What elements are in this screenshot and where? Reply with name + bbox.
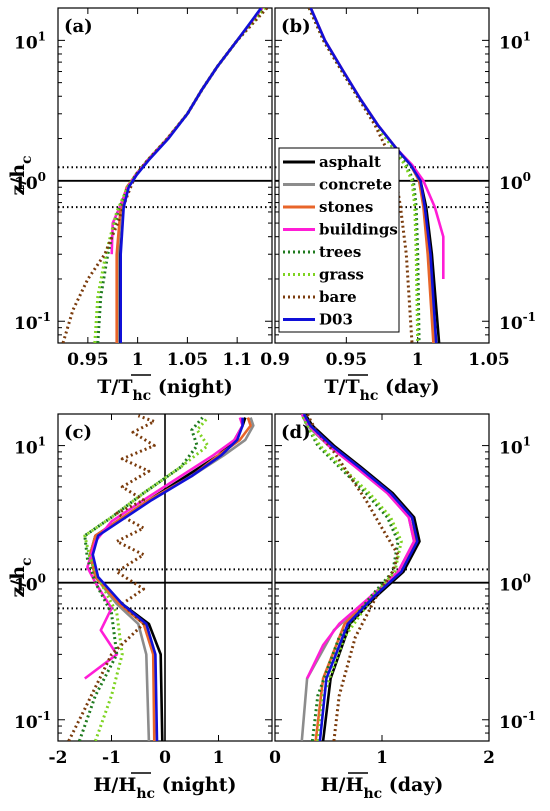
series-line-d03 [91,417,244,741]
y-tick-label: 100 [499,170,531,194]
panel-label: (d) [281,422,311,443]
x-tick-label: 0.9 [260,350,290,370]
legend: asphalt concrete stones buildings trees grass… [278,147,400,333]
y-tick-label: 101 [499,435,531,459]
legend-label-trees: trees [319,243,361,261]
series-line-buildings [110,8,264,255]
legend-label-grass: grass [319,266,364,284]
series-line-trees [300,414,400,741]
x-tick-label: 0 [159,748,171,768]
x-tick-label: 0.95 [326,350,367,370]
x-tick-label: 1 [412,350,424,370]
y-tick-label: 10-1 [499,709,536,733]
legend-label-concrete: concrete [319,176,392,194]
x-axis-label: H/Hhc (day) [321,774,444,802]
series-line-concrete [88,417,255,741]
x-tick-label: 1 [132,350,144,370]
series-line-stones [115,8,264,343]
x-tick-label: -2 [49,748,68,768]
x-tick-label: 1.1 [222,350,252,370]
series-line-trees [96,8,267,343]
series-line-buildings [300,414,416,680]
legend-label-buildings: buildings [319,221,398,239]
y-tick-label: 101 [499,29,531,53]
y-tick-label: 101 [14,435,46,459]
series-line-bare [61,8,269,343]
y-tick-label: 100 [14,572,46,596]
y-axis-label: z/hc [7,557,35,597]
x-tick-label: 0.95 [67,350,108,370]
legend-label-stones: stones [319,198,373,216]
x-axis-label: H/Hhc (night) [93,774,236,802]
axes-frame-b [274,7,490,344]
axes-frame-a [57,7,273,344]
panel-label: (b) [281,16,311,37]
x-tick-label: -1 [102,748,121,768]
x-tick-label: 1.05 [468,350,509,370]
panel-c: 10-1 100 101 -2 -1 0 1 (c) H/Hhc (night) z/hc [7,413,273,802]
y-tick-label: 10-1 [499,310,536,334]
series-line-bare [305,414,400,741]
x-axis-label: T/Thc (night) [97,376,232,404]
y-tick-label: 10-1 [14,310,51,334]
y-tick-label: 100 [499,572,531,596]
legend-label-asphalt: asphalt [319,153,381,171]
series-line-d03 [119,8,263,343]
legend-label-bare: bare [319,288,357,306]
y-tick-label: 10-1 [14,709,51,733]
series-line-asphalt [118,8,264,343]
panel-label: (a) [64,16,93,37]
panel-a: 10-1 100 101 0.95 1 1.05 1.1 (a) T/Thc (night) z/… [7,7,273,404]
y-tick-label: 101 [14,29,46,53]
panel-label: (c) [64,422,92,443]
x-tick-label: 1.05 [167,350,208,370]
x-tick-label: 1 [376,748,388,768]
series-line-grass [83,416,210,741]
series-line-asphalt [303,414,421,741]
legend-box [278,147,400,333]
series-line-stones [302,414,418,741]
series-line-bare [67,414,156,741]
y-tick-label: 100 [14,170,46,194]
y-axis-label: z/hc [7,155,35,195]
series-line-concrete [116,8,264,343]
x-tick-label: 2 [483,748,495,768]
x-tick-label: 0 [269,748,281,768]
x-axis-label: T/Thc (day) [324,376,439,404]
series-line-d03 [302,414,419,741]
series-line-stones [88,417,252,741]
legend-label-d03: D03 [319,311,353,329]
x-tick-label: 1 [213,748,225,768]
